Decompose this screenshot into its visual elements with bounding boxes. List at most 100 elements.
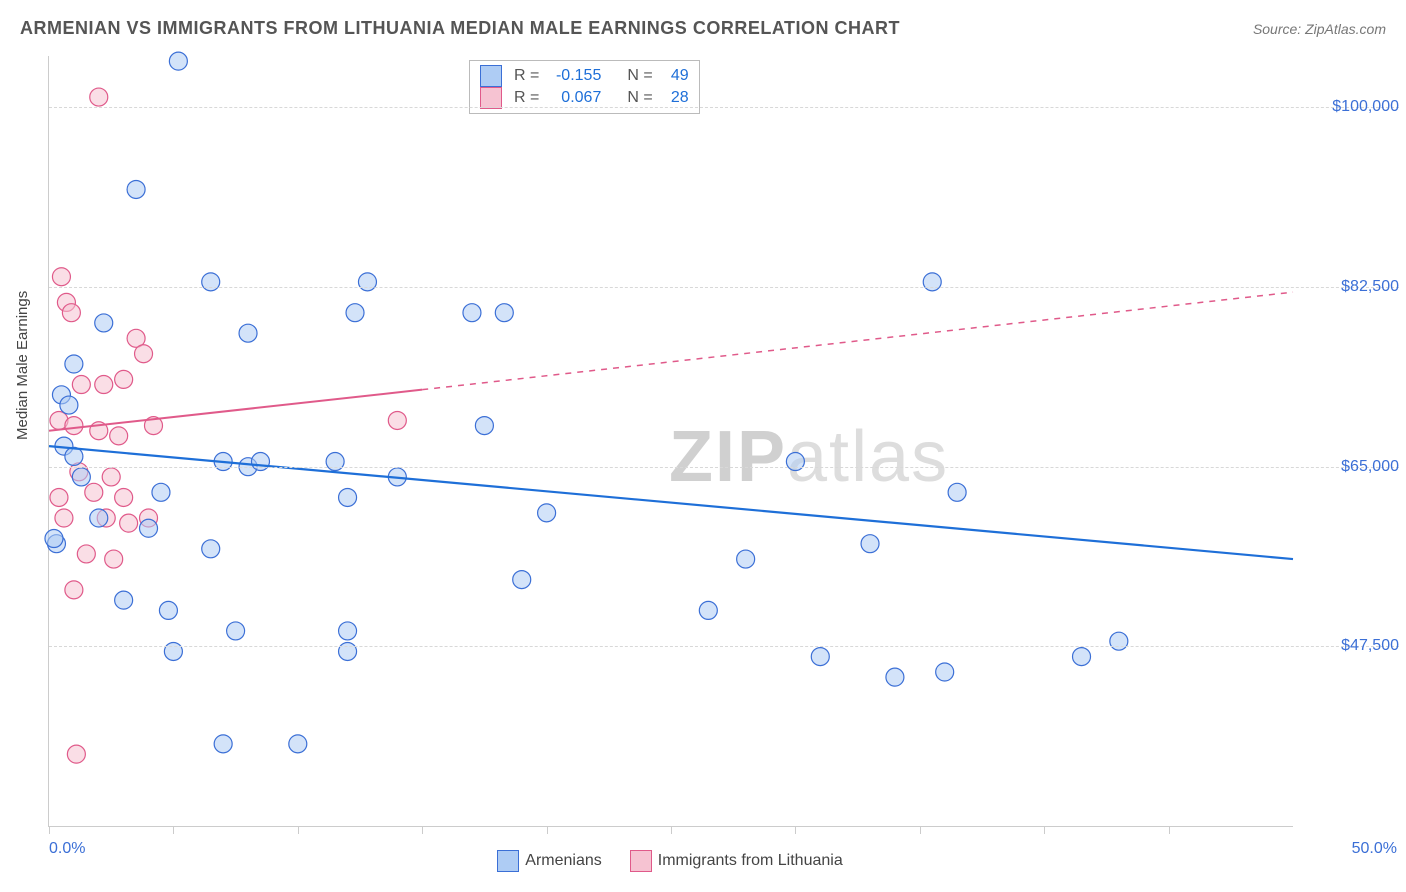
stat-n-value: 49: [659, 67, 689, 85]
chart-svg: [49, 56, 1293, 826]
stats-legend: R = -0.155 N = 49 R = 0.067 N = 28: [469, 60, 700, 114]
data-point: [72, 376, 90, 394]
data-point: [202, 540, 220, 558]
stat-label: R =: [514, 89, 539, 107]
data-point: [159, 601, 177, 619]
data-point: [513, 571, 531, 589]
data-point: [140, 519, 158, 537]
data-point: [120, 514, 138, 532]
x-tick: [422, 826, 423, 834]
data-point: [127, 180, 145, 198]
data-point: [948, 483, 966, 501]
data-point: [289, 735, 307, 753]
data-point: [699, 601, 717, 619]
data-point: [1110, 632, 1128, 650]
data-point: [463, 304, 481, 322]
series-legend: Armenians Immigrants from Lithuania: [48, 850, 1292, 872]
data-point: [90, 509, 108, 527]
data-point: [115, 488, 133, 506]
data-point: [95, 314, 113, 332]
x-tick: [920, 826, 921, 834]
stat-r-value: 0.067: [545, 89, 601, 107]
gridline: [49, 467, 1399, 468]
x-tick: [298, 826, 299, 834]
data-point: [495, 304, 513, 322]
x-tick: [795, 826, 796, 834]
stats-legend-row: R = -0.155 N = 49: [480, 65, 689, 87]
data-point: [326, 453, 344, 471]
gridline: [49, 287, 1399, 288]
x-end-label: 50.0%: [1352, 840, 1397, 858]
y-tick-label: $82,500: [1299, 278, 1399, 296]
data-point: [861, 535, 879, 553]
data-point: [67, 745, 85, 763]
data-point: [135, 345, 153, 363]
stat-label: N =: [627, 67, 652, 85]
legend-swatch: [497, 850, 519, 872]
trend-line: [422, 292, 1293, 390]
trend-line: [49, 390, 422, 431]
stat-label: N =: [627, 89, 652, 107]
data-point: [102, 468, 120, 486]
x-tick: [1169, 826, 1170, 834]
data-point: [55, 509, 73, 527]
legend-label: Armenians: [525, 852, 601, 869]
data-point: [62, 304, 80, 322]
data-point: [936, 663, 954, 681]
data-point: [72, 468, 90, 486]
x-tick: [547, 826, 548, 834]
data-point: [388, 411, 406, 429]
data-point: [65, 355, 83, 373]
stat-n-value: 28: [659, 89, 689, 107]
legend-swatch: [630, 850, 652, 872]
data-point: [90, 88, 108, 106]
x-tick: [1044, 826, 1045, 834]
stats-legend-row: R = 0.067 N = 28: [480, 87, 689, 109]
y-tick-label: $65,000: [1299, 458, 1399, 476]
data-point: [339, 488, 357, 506]
y-axis-label: Median Male Earnings: [14, 291, 31, 440]
stat-r-value: -0.155: [545, 67, 601, 85]
x-tick: [173, 826, 174, 834]
trend-line: [49, 446, 1293, 559]
legend-item: Armenians: [497, 850, 601, 872]
data-point: [50, 488, 68, 506]
data-point: [538, 504, 556, 522]
stat-label: R =: [514, 67, 539, 85]
legend-swatch: [480, 87, 502, 109]
data-point: [358, 273, 376, 291]
x-tick: [671, 826, 672, 834]
data-point: [65, 581, 83, 599]
data-point: [227, 622, 245, 640]
data-point: [77, 545, 95, 563]
data-point: [811, 648, 829, 666]
source-text: Source: ZipAtlas.com: [1253, 21, 1386, 37]
data-point: [60, 396, 78, 414]
data-point: [239, 324, 257, 342]
data-point: [346, 304, 364, 322]
data-point: [115, 370, 133, 388]
plot-area: ZIPatlas R =-0.155N =49R =0.067N =28 $47…: [48, 56, 1293, 827]
legend-label: Immigrants from Lithuania: [658, 852, 843, 869]
y-tick-label: $100,000: [1299, 98, 1399, 116]
data-point: [169, 52, 187, 70]
data-point: [45, 530, 63, 548]
data-point: [886, 668, 904, 686]
data-point: [786, 453, 804, 471]
data-point: [85, 483, 103, 501]
data-point: [214, 735, 232, 753]
data-point: [65, 417, 83, 435]
data-point: [95, 376, 113, 394]
gridline: [49, 107, 1399, 108]
data-point: [152, 483, 170, 501]
data-point: [339, 642, 357, 660]
data-point: [110, 427, 128, 445]
data-point: [115, 591, 133, 609]
y-tick-label: $47,500: [1299, 637, 1399, 655]
data-point: [339, 622, 357, 640]
data-point: [164, 642, 182, 660]
gridline: [49, 646, 1399, 647]
legend-swatch: [480, 65, 502, 87]
data-point: [1073, 648, 1091, 666]
data-point: [923, 273, 941, 291]
